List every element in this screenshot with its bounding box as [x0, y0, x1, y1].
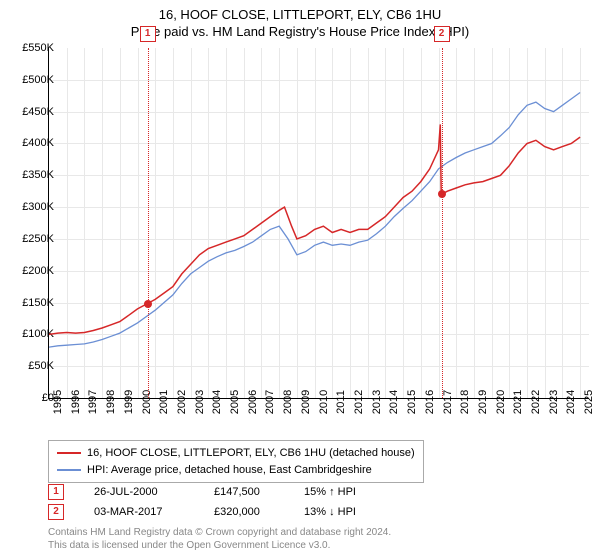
sales-row: 1 26-JUL-2000£147,50015% ↑ HPI: [48, 482, 404, 502]
sales-row: 2 03-MAR-2017£320,00013% ↓ HPI: [48, 502, 404, 522]
legend-swatch: [57, 452, 81, 454]
sales-price: £320,000: [214, 506, 304, 518]
sales-date: 03-MAR-2017: [94, 506, 214, 518]
marker-line-2: [442, 48, 443, 398]
legend-label: 16, HOOF CLOSE, LITTLEPORT, ELY, CB6 1HU…: [87, 445, 415, 462]
sales-badge: 2: [48, 504, 64, 520]
legend: 16, HOOF CLOSE, LITTLEPORT, ELY, CB6 1HU…: [48, 440, 424, 483]
sales-date: 26-JUL-2000: [94, 486, 214, 498]
footer-line1: Contains HM Land Registry data © Crown c…: [48, 526, 391, 539]
sales-diff: 15% ↑ HPI: [304, 486, 404, 498]
legend-label: HPI: Average price, detached house, East…: [87, 462, 372, 479]
legend-swatch: [57, 469, 81, 471]
chart-subtitle: Price paid vs. HM Land Registry's House …: [0, 24, 600, 43]
chart-plot-area: 12: [48, 48, 589, 399]
footer-line2: This data is licensed under the Open Gov…: [48, 539, 391, 552]
marker-dot-2: [438, 190, 446, 198]
sales-price: £147,500: [214, 486, 304, 498]
marker-badge-1: 1: [140, 26, 156, 42]
chart-container: 16, HOOF CLOSE, LITTLEPORT, ELY, CB6 1HU…: [0, 0, 600, 560]
chart-title: 16, HOOF CLOSE, LITTLEPORT, ELY, CB6 1HU: [0, 0, 600, 24]
sales-diff: 13% ↓ HPI: [304, 506, 404, 518]
series-line-hpi: [49, 93, 580, 348]
legend-row: HPI: Average price, detached house, East…: [57, 462, 415, 479]
series-line-property: [49, 124, 580, 334]
legend-row: 16, HOOF CLOSE, LITTLEPORT, ELY, CB6 1HU…: [57, 445, 415, 462]
marker-line-1: [148, 48, 149, 398]
sales-table: 1 26-JUL-2000£147,50015% ↑ HPI 2 03-MAR-201…: [48, 482, 404, 522]
chart-lines: [49, 48, 589, 398]
marker-badge-2: 2: [434, 26, 450, 42]
sales-badge: 1: [48, 484, 64, 500]
footer: Contains HM Land Registry data © Crown c…: [48, 526, 391, 552]
marker-dot-1: [144, 300, 152, 308]
